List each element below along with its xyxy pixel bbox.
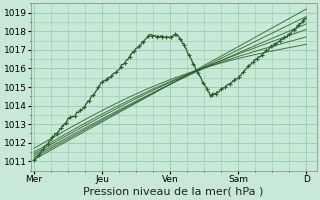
X-axis label: Pression niveau de la mer( hPa ): Pression niveau de la mer( hPa ) [84, 187, 264, 197]
